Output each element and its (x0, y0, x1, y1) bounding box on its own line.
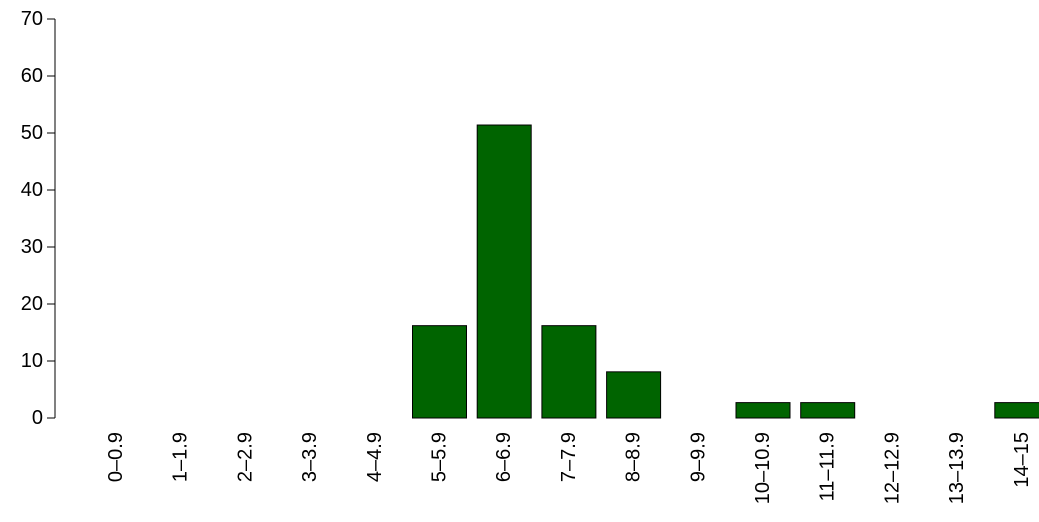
y-tick-label: 0 (32, 407, 43, 429)
bar (735, 402, 791, 419)
y-tick-label: 30 (21, 236, 43, 258)
x-tick-label: 7–7.9 (558, 432, 580, 482)
x-tick-label: 9–9.9 (687, 432, 709, 482)
x-tick-label: 12–12.9 (881, 432, 903, 504)
x-tick-label: 11–11.9 (817, 432, 839, 501)
x-tick-label: 2–2.9 (234, 432, 256, 482)
y-tick-label: 70 (21, 8, 43, 30)
x-tick-label: 5–5.9 (429, 432, 451, 482)
x-tick-label: 1–1.9 (170, 432, 192, 482)
bar (476, 124, 532, 419)
bar (606, 371, 662, 419)
bar (800, 402, 856, 419)
y-tick-label: 20 (21, 293, 43, 315)
x-tick-label: 13–13.9 (946, 432, 968, 504)
x-tick-label: 10–10.9 (752, 432, 774, 504)
x-axis-labels: 0–0.9 1–1.9 2–2.9 3–3.9 4–4.9 5–5.9 6–6.9 7–7.9… (105, 432, 1033, 504)
bars (412, 124, 1039, 419)
x-tick-label: 14–15 (1011, 432, 1033, 488)
y-tick-label: 40 (21, 179, 43, 201)
bar (994, 402, 1039, 419)
y-axis: 0 10 20 30 40 50 60 70 (21, 8, 56, 429)
bar (412, 325, 467, 419)
y-tick-label: 60 (21, 65, 43, 87)
x-tick-label: 3–3.9 (299, 432, 321, 482)
x-tick-label: 8–8.9 (623, 432, 645, 482)
y-tick-label: 50 (21, 122, 43, 144)
y-tick-label: 10 (21, 350, 43, 372)
bar (541, 325, 597, 419)
x-tick-label: 0–0.9 (105, 432, 127, 482)
x-tick-label: 6–6.9 (493, 432, 515, 482)
x-tick-label: 4–4.9 (364, 432, 386, 482)
